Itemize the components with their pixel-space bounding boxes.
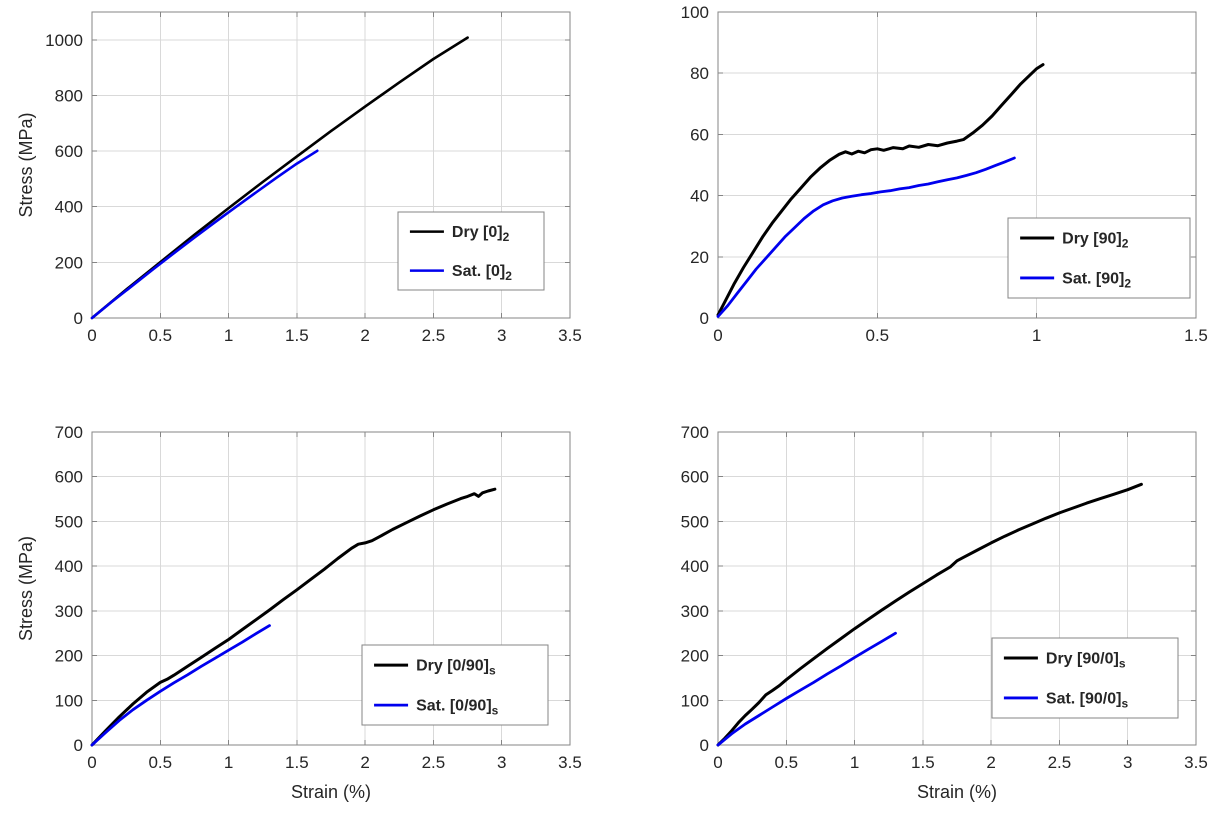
- legend-label-sat-90-2: Sat. [90]2: [1062, 270, 1131, 290]
- y-tick-label: 400: [681, 557, 709, 576]
- series-dry-0-90-s: [90, 487, 497, 747]
- tick-labels: 0 0.5 1 1.5 2 2.5 3 3.5 0 100 200 300 400 500 600 700: [681, 423, 1208, 772]
- x-tick-label: 1.5: [911, 753, 935, 772]
- y-tick-label: 0: [74, 736, 83, 755]
- x-tick-label: 3.5: [558, 326, 582, 345]
- x-tick-label: 1: [850, 753, 859, 772]
- legend-box: [397, 211, 545, 291]
- y-tick-label: 500: [55, 512, 83, 531]
- x-tick-label: 1.5: [285, 326, 309, 345]
- tick-labels: 0 0.5 1 1.5 2 2.5 3 3.5 0 200 400 600 800 1000: [45, 31, 582, 345]
- y-tick-label: 800: [55, 86, 83, 105]
- tick-labels: 0 0.5 1 1.5 0 20 40 60 80 100: [681, 3, 1208, 345]
- x-tick-label: 3.5: [558, 753, 582, 772]
- legend-label-dry-90-0-s: Dry [90/0]s: [1046, 650, 1126, 670]
- x-axis-label: Strain (%): [917, 782, 997, 802]
- chart-zero-deg: 0 0.5 1 1.5 2 2.5 3 3.5 0 200 400 600 800 1000 Stress …: [16, 11, 582, 345]
- tick-labels: 0 0.5 1 1.5 2 2.5 3 3.5 0 100 200 300 400 500 600 700: [55, 423, 582, 772]
- series-sat-90-0-s: [716, 631, 897, 747]
- y-tick-label: 600: [55, 468, 83, 487]
- legend: Dry [0]2 Sat. [0]2: [397, 211, 545, 291]
- x-tick-label: 1.5: [1184, 326, 1208, 345]
- y-axis-label: Stress (MPa): [16, 112, 36, 217]
- y-tick-label: 20: [690, 248, 709, 267]
- chart-ninety-deg: 0 0.5 1 1.5 0 20 40 60 80 100 Dry [90]2 Sat. [90]2: [681, 3, 1208, 345]
- chart-ninety-zero-sym: 0 0.5 1 1.5 2 2.5 3 3.5 0 100 200 300 400 500 600 700 St…: [681, 423, 1208, 802]
- grid: [92, 12, 570, 318]
- y-tick-label: 400: [55, 557, 83, 576]
- legend-label-sat-90-0-s: Sat. [90/0]s: [1046, 690, 1129, 710]
- y-tick-label: 0: [74, 309, 83, 328]
- x-tick-label: 0.5: [866, 326, 890, 345]
- x-tick-label: 3: [497, 753, 506, 772]
- legend-box: [991, 637, 1179, 719]
- x-axis-label: Strain (%): [291, 782, 371, 802]
- x-tick-label: 0.5: [774, 753, 798, 772]
- y-tick-label: 1000: [45, 31, 83, 50]
- y-tick-label: 600: [55, 142, 83, 161]
- y-tick-label: 700: [55, 423, 83, 442]
- series-dry-90-0-s: [716, 482, 1143, 747]
- y-tick-label: 100: [55, 691, 83, 710]
- x-tick-label: 2: [360, 326, 369, 345]
- y-tick-label: 0: [700, 309, 709, 328]
- legend-box: [361, 644, 549, 726]
- y-tick-label: 60: [690, 125, 709, 144]
- y-tick-label: 300: [681, 602, 709, 621]
- legend: Dry [90]2 Sat. [90]2: [1007, 217, 1191, 299]
- y-tick-label: 700: [681, 423, 709, 442]
- y-axis-label: Stress (MPa): [16, 536, 36, 641]
- x-tick-label: 2.5: [1048, 753, 1072, 772]
- y-tick-label: 200: [681, 647, 709, 666]
- y-tick-label: 300: [55, 602, 83, 621]
- y-tick-label: 40: [690, 187, 709, 206]
- legend-label-dry-90-2: Dry [90]2: [1062, 230, 1129, 250]
- y-tick-label: 100: [681, 691, 709, 710]
- x-tick-label: 1: [1032, 326, 1041, 345]
- series-sat-0-90-s: [90, 624, 271, 747]
- x-tick-label: 3.5: [1184, 753, 1208, 772]
- y-tick-label: 400: [55, 198, 83, 217]
- x-tick-label: 2: [986, 753, 995, 772]
- legend-box: [1007, 217, 1191, 299]
- axes-box: [717, 431, 1197, 746]
- legend-label-dry-0-2: Dry [0]2: [452, 224, 510, 244]
- series-dry-90-2: [716, 63, 1045, 317]
- x-tick-label: 0: [87, 326, 96, 345]
- y-tick-label: 80: [690, 64, 709, 83]
- legend: Dry [0/90]s Sat. [0/90]s: [361, 644, 549, 726]
- x-tick-label: 3: [497, 326, 506, 345]
- chart-zero-ninety-sym: 0 0.5 1 1.5 2 2.5 3 3.5 0 100 200 300 400 500 600 700 St…: [16, 423, 582, 802]
- x-tick-label: 2.5: [422, 326, 446, 345]
- x-tick-label: 1: [224, 753, 233, 772]
- x-tick-label: 0.5: [148, 753, 172, 772]
- series-sat-0-2: [90, 149, 319, 320]
- x-tick-label: 0: [713, 753, 722, 772]
- legend-label-sat-0-2: Sat. [0]2: [452, 263, 512, 283]
- x-tick-label: 2: [360, 753, 369, 772]
- legend-label-dry-0-90-s: Dry [0/90]s: [416, 658, 496, 678]
- axes-box: [91, 431, 571, 746]
- x-tick-label: 0.5: [148, 326, 172, 345]
- series-sat-90-2: [716, 156, 1016, 318]
- y-tick-label: 200: [55, 253, 83, 272]
- y-tick-label: 0: [700, 736, 709, 755]
- x-tick-label: 3: [1123, 753, 1132, 772]
- y-tick-label: 600: [681, 468, 709, 487]
- axes-box: [717, 11, 1197, 319]
- x-tick-label: 1.5: [285, 753, 309, 772]
- y-tick-label: 500: [681, 512, 709, 531]
- x-tick-label: 1: [224, 326, 233, 345]
- y-tick-label: 200: [55, 647, 83, 666]
- legend-label-sat-0-90-s: Sat. [0/90]s: [416, 698, 499, 718]
- legend: Dry [90/0]s Sat. [90/0]s: [991, 637, 1179, 719]
- x-tick-label: 0: [713, 326, 722, 345]
- x-tick-label: 0: [87, 753, 96, 772]
- x-tick-label: 2.5: [422, 753, 446, 772]
- grid: [718, 432, 1196, 745]
- y-tick-label: 100: [681, 3, 709, 22]
